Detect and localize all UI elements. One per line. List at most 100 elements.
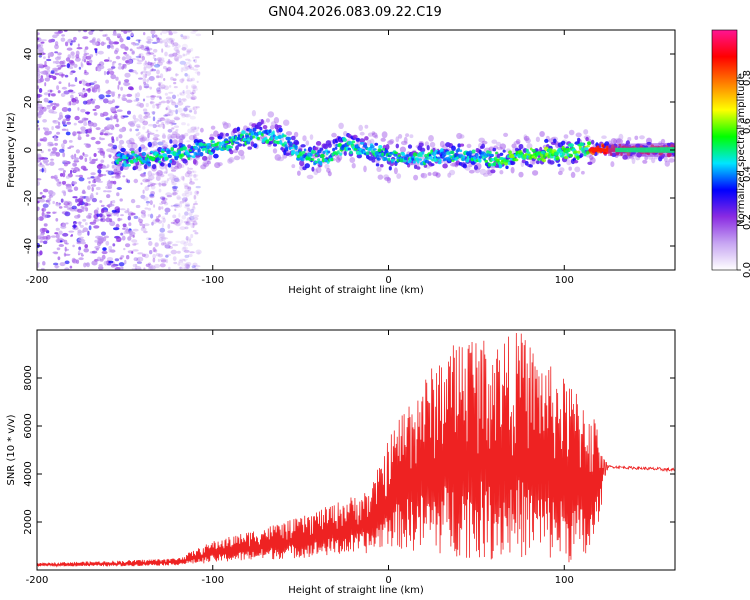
signal-blob bbox=[214, 143, 219, 147]
noise-blob bbox=[99, 213, 103, 218]
noise-blob bbox=[162, 197, 168, 201]
noise-blob bbox=[175, 160, 179, 164]
noise-blob bbox=[56, 247, 61, 251]
noise-blob bbox=[97, 87, 101, 93]
noise-blob bbox=[140, 227, 147, 232]
noise-blob bbox=[138, 53, 144, 59]
signal-blob bbox=[376, 157, 381, 161]
noise-blob bbox=[37, 107, 42, 111]
signal-blob bbox=[342, 137, 347, 142]
noise-blob bbox=[86, 60, 90, 66]
noise-blob bbox=[164, 244, 171, 249]
noise-blob bbox=[61, 107, 69, 112]
noise-blob bbox=[152, 257, 156, 263]
signal-blob bbox=[120, 166, 124, 171]
noise-blob bbox=[120, 43, 126, 49]
noise-blob bbox=[185, 52, 190, 55]
noise-blob bbox=[145, 51, 151, 56]
noise-blob bbox=[192, 214, 200, 218]
noise-blob bbox=[156, 36, 160, 40]
signal-blob bbox=[265, 118, 270, 123]
signal-blob bbox=[192, 159, 197, 165]
noise-blob bbox=[139, 173, 146, 177]
noise-blob bbox=[154, 34, 158, 38]
noise-blob bbox=[195, 249, 202, 255]
signal-blob bbox=[269, 125, 275, 130]
noise-blob bbox=[82, 100, 88, 105]
noise-blob bbox=[107, 89, 111, 92]
noise-blob bbox=[52, 200, 55, 205]
noise-blob bbox=[182, 100, 186, 103]
signal-blob bbox=[146, 154, 150, 159]
noise-blob bbox=[188, 253, 193, 258]
colorbar-frame bbox=[711, 29, 738, 271]
signal-blob bbox=[175, 155, 179, 160]
noise-blob bbox=[62, 118, 67, 123]
signal-blob bbox=[308, 157, 312, 162]
noise-blob bbox=[177, 54, 183, 59]
noise-blob bbox=[172, 221, 179, 225]
signal-blob bbox=[202, 145, 206, 149]
noise-blob bbox=[161, 242, 165, 246]
noise-blob bbox=[181, 77, 185, 82]
noise-blob bbox=[158, 123, 162, 128]
noise-blob bbox=[40, 70, 46, 75]
noise-blob bbox=[151, 41, 158, 45]
signal-blob bbox=[631, 157, 636, 164]
noise-blob bbox=[160, 259, 167, 263]
noise-blob bbox=[137, 135, 145, 140]
noise-blob bbox=[175, 73, 179, 76]
noise-blob bbox=[77, 208, 83, 213]
noise-blob bbox=[165, 253, 172, 256]
noise-blob bbox=[160, 236, 166, 242]
noise-blob bbox=[192, 262, 198, 267]
noise-blob bbox=[83, 59, 87, 63]
noise-blob bbox=[60, 93, 66, 97]
noise-blob bbox=[174, 161, 181, 165]
noise-blob bbox=[159, 73, 164, 79]
signal-blob bbox=[615, 137, 622, 143]
noise-blob bbox=[52, 251, 59, 254]
noise-blob bbox=[162, 123, 165, 129]
noise-blob bbox=[188, 167, 193, 170]
signal-blob bbox=[144, 157, 148, 161]
noise-blob bbox=[61, 86, 68, 90]
noise-blob bbox=[44, 82, 47, 87]
noise-blob bbox=[87, 185, 91, 190]
signal-blob bbox=[539, 131, 545, 137]
colorbar-tick-label: 0.0 bbox=[742, 262, 750, 278]
snr-x-tick-label: 0 bbox=[385, 575, 391, 586]
signal-blob bbox=[191, 150, 195, 154]
noise-blob bbox=[143, 66, 147, 71]
noise-blob bbox=[167, 59, 171, 64]
noise-blob bbox=[185, 94, 191, 99]
noise-blob bbox=[177, 223, 182, 226]
noise-blob bbox=[150, 213, 154, 219]
noise-blob bbox=[159, 96, 162, 100]
noise-blob bbox=[159, 202, 164, 205]
noise-blob bbox=[82, 87, 85, 90]
noise-blob bbox=[145, 179, 150, 183]
noise-blob bbox=[64, 74, 69, 78]
noise-blob bbox=[193, 59, 196, 62]
noise-blob bbox=[144, 60, 147, 66]
noise-blob bbox=[96, 207, 100, 211]
noise-blob bbox=[189, 110, 193, 113]
signal-blob bbox=[531, 155, 535, 158]
signal-blob bbox=[270, 135, 274, 140]
noise-blob bbox=[184, 205, 190, 209]
noise-blob bbox=[135, 104, 141, 107]
noise-blob bbox=[73, 167, 80, 172]
signal-blob bbox=[416, 160, 420, 164]
colorbar-tick-label: 0.2 bbox=[742, 214, 750, 230]
signal-blob bbox=[394, 151, 398, 155]
signal-blob bbox=[324, 158, 328, 162]
noise-blob bbox=[90, 193, 94, 198]
noise-blob bbox=[194, 265, 201, 268]
noise-blob bbox=[98, 94, 105, 100]
noise-blob bbox=[146, 203, 149, 206]
noise-blob bbox=[148, 266, 154, 269]
signal-blob bbox=[524, 160, 529, 166]
noise-blob bbox=[161, 140, 166, 143]
noise-blob bbox=[122, 227, 126, 230]
